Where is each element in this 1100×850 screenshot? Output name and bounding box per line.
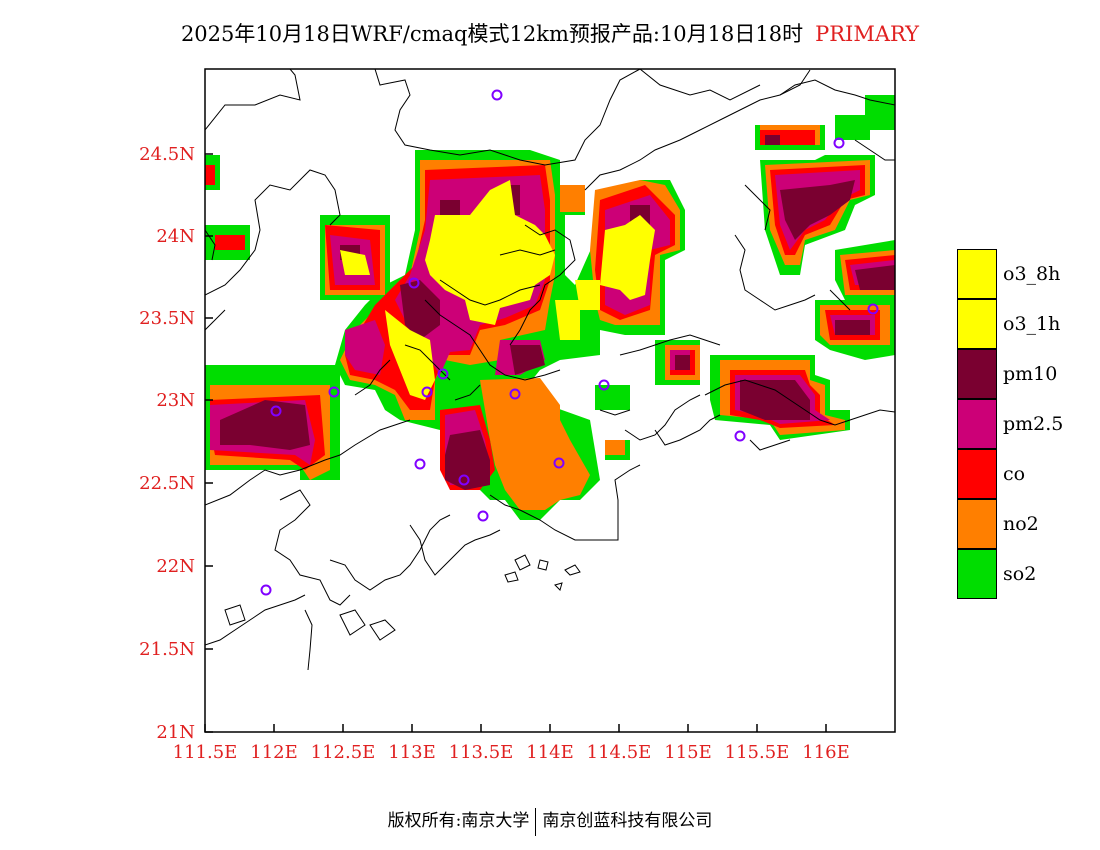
primary-tag: PRIMARY	[815, 22, 920, 46]
y-tick-label: 24N	[156, 226, 195, 247]
x-tick-label: 116E	[802, 742, 850, 763]
city-marker	[867, 303, 879, 315]
legend-label: so2	[1003, 563, 1037, 585]
map-title: 2025年10月18日WRF/cmaq模式12km预报产品:10月18日18时 P…	[0, 18, 1100, 48]
y-tick-label: 23N	[156, 390, 195, 411]
x-tick-label: 114E	[526, 742, 574, 763]
city-marker	[833, 137, 845, 149]
y-tick-label: 22.5N	[139, 473, 195, 494]
city-marker	[734, 430, 746, 442]
city-markers	[260, 89, 879, 596]
legend-swatch	[957, 299, 997, 349]
x-tick-label: 115E	[664, 742, 712, 763]
company-text: 南京创蓝科技有限公司	[542, 811, 713, 831]
legend-swatch	[957, 549, 997, 599]
copyright-text: 版权所有:南京大学	[387, 811, 530, 831]
legend-label: o3_1h	[1003, 313, 1061, 335]
y-tick-label: 21N	[156, 722, 195, 743]
legend-label: o3_8h	[1003, 263, 1061, 285]
y-tick-label: 22N	[156, 556, 195, 577]
city-marker	[598, 379, 610, 391]
legend-swatch	[957, 399, 997, 449]
y-tick-label: 23.5N	[139, 308, 195, 329]
y-tick-label: 21.5N	[139, 639, 195, 660]
coastline-layer	[205, 69, 895, 671]
city-marker	[408, 277, 420, 289]
city-marker	[491, 89, 503, 101]
footer: 版权所有:南京大学 南京创蓝科技有限公司	[0, 806, 1100, 836]
y-axis: 24.5N 24N 23.5N 23N 22.5N 22N 21.5N 21N	[139, 144, 213, 743]
legend-swatch	[957, 499, 997, 549]
x-tick-label: 115.5E	[725, 742, 790, 763]
city-marker	[553, 457, 565, 469]
city-marker	[260, 584, 272, 596]
y-tick-label: 24.5N	[139, 144, 195, 165]
x-tick-label: 111.5E	[173, 742, 238, 763]
city-marker	[414, 458, 426, 470]
legend-swatch	[957, 249, 997, 299]
legend-swatch	[957, 449, 997, 499]
legend-label: pm2.5	[1003, 413, 1064, 435]
x-axis: 111.5E 112E 112.5E 113E 113.5E 114E 114.5E 115E…	[173, 724, 850, 763]
legend-swatch	[957, 349, 997, 399]
map-title-text: 2025年10月18日WRF/cmaq模式12km预报产品:10月18日18时	[180, 22, 804, 46]
legend-label: no2	[1003, 513, 1039, 535]
city-marker	[421, 386, 433, 398]
city-marker	[270, 405, 282, 417]
city-marker	[437, 368, 449, 380]
x-tick-label: 113E	[388, 742, 436, 763]
legend-label: pm10	[1003, 363, 1058, 385]
x-tick-label: 112E	[250, 742, 298, 763]
footer-separator	[535, 807, 537, 836]
legend-label: co	[1003, 463, 1026, 485]
city-marker	[328, 386, 340, 398]
city-marker	[509, 388, 521, 400]
city-marker	[477, 510, 489, 522]
x-tick-label: 113.5E	[449, 742, 514, 763]
x-tick-label: 114.5E	[587, 742, 652, 763]
x-tick-label: 112.5E	[311, 742, 376, 763]
city-marker	[458, 474, 470, 486]
pollution-layer	[205, 95, 895, 520]
